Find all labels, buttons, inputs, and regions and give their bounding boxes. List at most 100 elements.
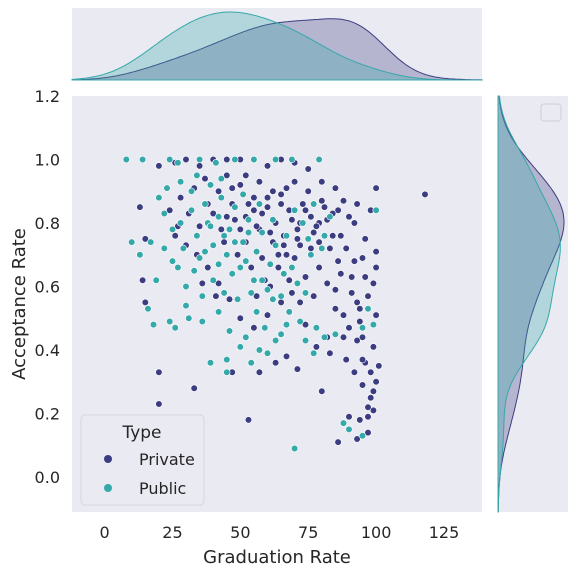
point-public bbox=[215, 308, 223, 316]
point-public bbox=[310, 349, 318, 357]
point-public bbox=[288, 263, 296, 272]
point-public bbox=[250, 155, 258, 164]
point-public bbox=[247, 289, 255, 297]
point-private bbox=[228, 184, 236, 192]
point-public bbox=[182, 282, 190, 291]
point-private bbox=[242, 171, 250, 179]
point-public bbox=[206, 181, 215, 189]
point-private bbox=[364, 292, 372, 300]
point-private bbox=[318, 178, 326, 186]
point-private bbox=[358, 333, 367, 341]
point-private bbox=[307, 213, 315, 221]
point-private bbox=[345, 413, 353, 421]
point-private bbox=[272, 359, 280, 367]
point-private bbox=[356, 305, 364, 313]
point-private bbox=[345, 324, 353, 332]
point-public bbox=[187, 187, 196, 195]
point-private bbox=[358, 381, 367, 389]
top-kde-private bbox=[71, 18, 483, 81]
point-public bbox=[293, 279, 302, 288]
point-public bbox=[147, 238, 155, 246]
point-public bbox=[315, 155, 323, 164]
point-public bbox=[288, 155, 296, 164]
point-public bbox=[269, 216, 277, 224]
point-public bbox=[318, 244, 326, 252]
scatter-points bbox=[122, 155, 429, 453]
point-public bbox=[282, 321, 291, 329]
point-public bbox=[168, 257, 177, 265]
point-public bbox=[291, 444, 299, 453]
x-tick-label: 100 bbox=[361, 523, 392, 542]
point-private bbox=[282, 352, 291, 361]
point-private bbox=[301, 206, 310, 214]
right-kde-private bbox=[497, 95, 565, 513]
point-public bbox=[258, 276, 266, 284]
point-private bbox=[299, 200, 307, 208]
point-private bbox=[236, 181, 244, 189]
point-private bbox=[307, 244, 315, 252]
point-private bbox=[353, 200, 361, 208]
point-private bbox=[291, 178, 299, 186]
point-private bbox=[277, 200, 285, 208]
point-public bbox=[277, 292, 285, 300]
point-private bbox=[212, 292, 220, 300]
point-private bbox=[263, 311, 272, 319]
point-public bbox=[152, 276, 160, 284]
point-public bbox=[242, 257, 250, 265]
point-public bbox=[179, 244, 187, 252]
point-private bbox=[301, 321, 310, 329]
point-private bbox=[350, 219, 359, 227]
point-private bbox=[348, 289, 356, 297]
point-private bbox=[253, 292, 261, 300]
x-tick-label: 50 bbox=[230, 523, 250, 542]
point-public bbox=[209, 276, 217, 284]
point-private bbox=[291, 254, 299, 262]
point-public bbox=[177, 178, 185, 186]
point-public bbox=[201, 200, 209, 208]
point-public bbox=[220, 289, 228, 297]
point-public bbox=[220, 232, 228, 240]
point-private bbox=[358, 254, 367, 262]
y-tick-label: 0.6 bbox=[35, 278, 60, 297]
point-private bbox=[329, 232, 337, 240]
point-public bbox=[263, 349, 272, 357]
point-public bbox=[215, 260, 223, 268]
point-public bbox=[212, 159, 220, 167]
point-public bbox=[223, 251, 231, 259]
point-public bbox=[198, 292, 206, 300]
point-public bbox=[209, 241, 217, 249]
point-private bbox=[141, 298, 149, 307]
point-public bbox=[198, 317, 206, 326]
point-public bbox=[239, 190, 247, 198]
point-public bbox=[190, 267, 198, 275]
point-private bbox=[263, 194, 272, 202]
point-private bbox=[247, 263, 255, 272]
point-private bbox=[320, 203, 329, 211]
point-private bbox=[190, 384, 198, 392]
point-public bbox=[272, 155, 280, 164]
legend-box bbox=[80, 414, 205, 506]
point-private bbox=[236, 225, 244, 233]
point-public bbox=[174, 263, 182, 272]
point-private bbox=[421, 190, 429, 198]
point-private bbox=[215, 279, 223, 288]
point-private bbox=[288, 216, 296, 224]
marginal-legend-box bbox=[540, 103, 562, 122]
point-public bbox=[234, 295, 242, 303]
point-private bbox=[201, 175, 209, 183]
point-public bbox=[182, 302, 190, 310]
point-private bbox=[348, 273, 356, 281]
point-public bbox=[339, 419, 348, 427]
point-private bbox=[196, 222, 204, 230]
point-private bbox=[225, 295, 234, 303]
point-private bbox=[155, 400, 163, 408]
point-private bbox=[315, 263, 323, 272]
point-public bbox=[331, 330, 340, 338]
point-private bbox=[315, 238, 323, 246]
point-private bbox=[337, 270, 345, 278]
point-public bbox=[266, 260, 274, 268]
legend-label-public: Public bbox=[139, 479, 186, 498]
point-private bbox=[331, 184, 340, 192]
y-tick-label: 0.8 bbox=[35, 214, 60, 233]
